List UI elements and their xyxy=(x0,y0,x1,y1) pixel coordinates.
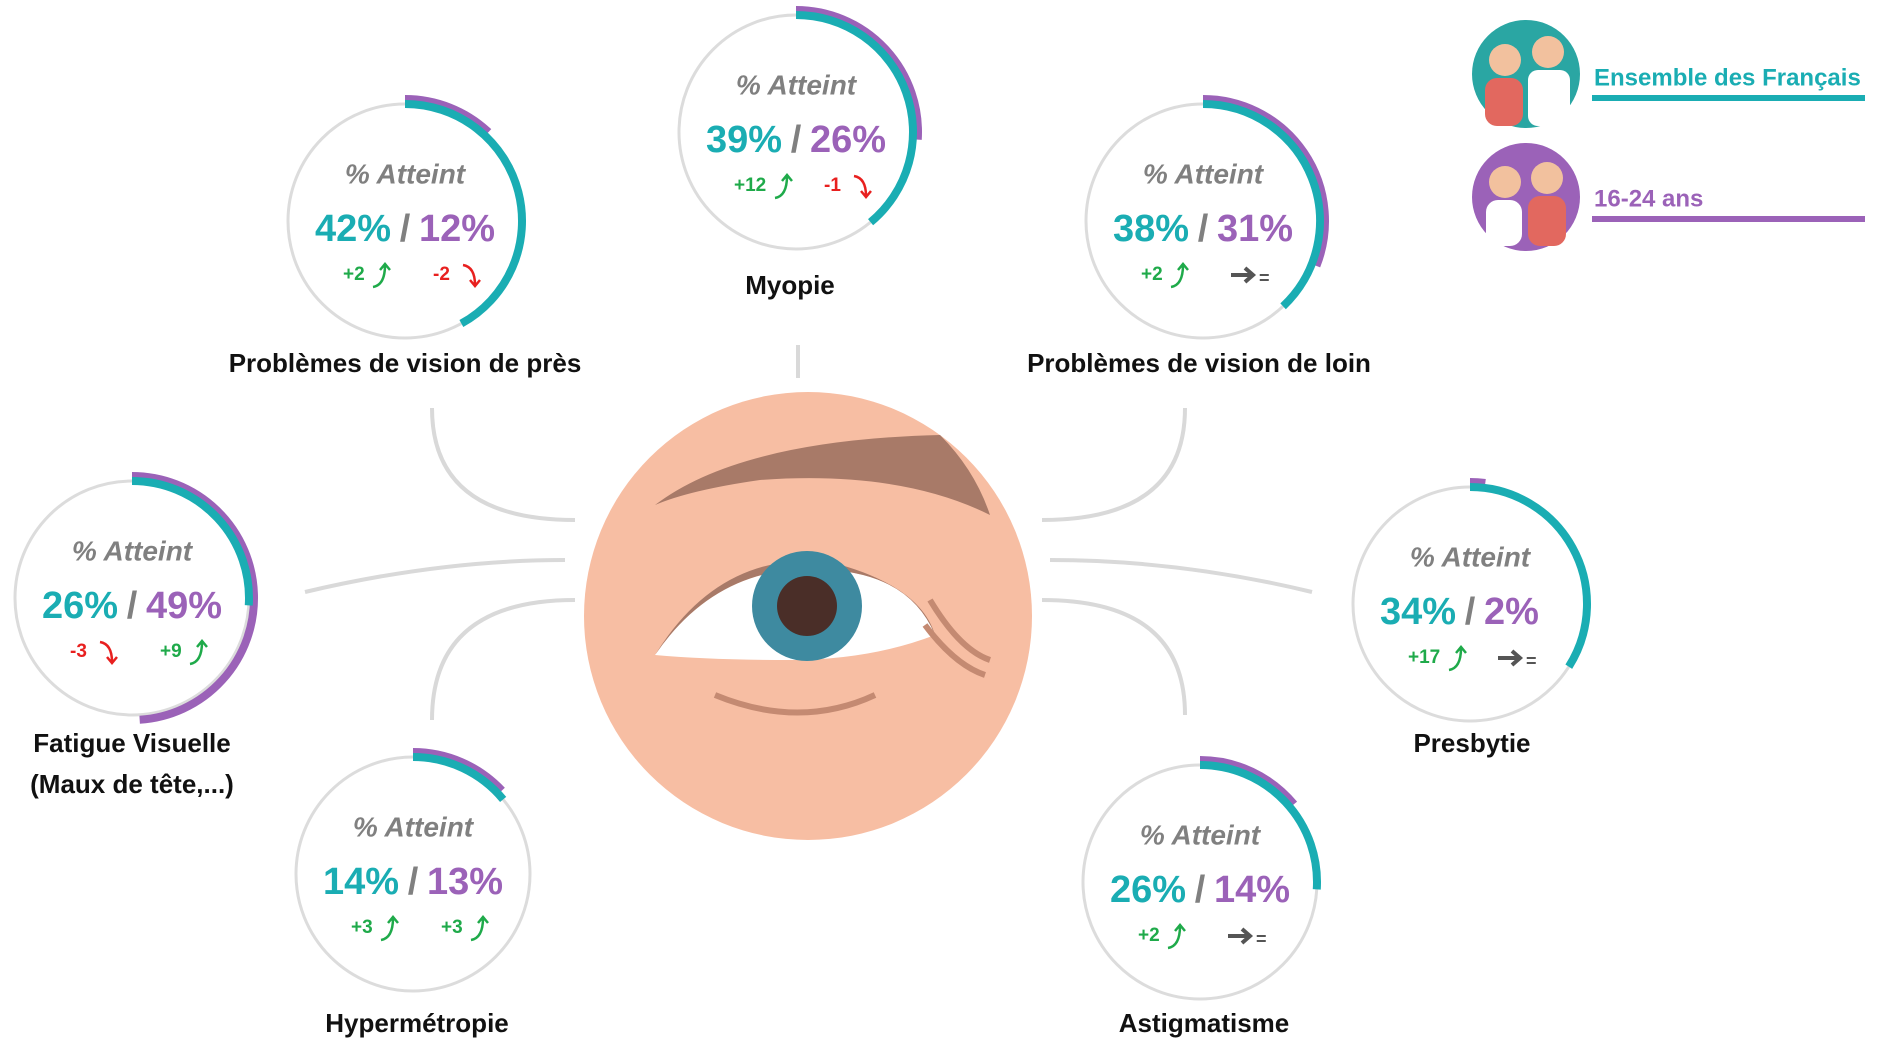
value-all: 39% xyxy=(706,119,782,161)
connector xyxy=(1050,560,1312,592)
change-label: +2 xyxy=(343,264,365,285)
connector xyxy=(1042,600,1185,715)
avatar-head xyxy=(1489,44,1521,76)
ring-label: % Atteint xyxy=(1140,819,1262,850)
connector xyxy=(432,408,575,520)
eye-illustration xyxy=(584,392,1032,840)
value-youth: 13% xyxy=(427,861,503,903)
change-label: -2 xyxy=(433,264,450,285)
value-all: 42% xyxy=(315,208,391,250)
separator: / xyxy=(791,119,802,161)
change-label: +9 xyxy=(160,641,182,662)
infographic: Ensemble des Français 16-24 ans % Atteint 4… xyxy=(0,0,1877,1041)
pupil xyxy=(777,576,837,636)
condition-name: Astigmatisme xyxy=(1119,1008,1290,1038)
legend-label: Ensemble des Français xyxy=(1594,64,1861,91)
separator: / xyxy=(400,208,411,250)
connector xyxy=(1042,408,1185,520)
separator: / xyxy=(1198,208,1209,250)
change-label: +3 xyxy=(351,917,373,938)
legend xyxy=(1472,20,1580,251)
change-label: = xyxy=(1526,651,1537,671)
connector xyxy=(432,600,575,720)
value-all: 38% xyxy=(1113,208,1189,250)
condition-name: (Maux de tête,...) xyxy=(30,769,234,799)
separator: / xyxy=(127,585,138,627)
change-label: +12 xyxy=(734,175,766,196)
change-label: -3 xyxy=(70,641,87,662)
value-youth: 31% xyxy=(1217,208,1293,250)
value-youth: 12% xyxy=(419,208,495,250)
separator: / xyxy=(408,861,419,903)
avatar-body xyxy=(1528,70,1570,126)
legend-line xyxy=(1592,95,1865,101)
change-label: +17 xyxy=(1408,647,1440,668)
change-label: -1 xyxy=(824,175,841,196)
connector xyxy=(305,560,565,592)
condition-name: Fatigue Visuelle xyxy=(33,728,230,758)
condition-name: Myopie xyxy=(745,270,835,300)
ring-label: % Atteint xyxy=(72,535,194,566)
avatar-head xyxy=(1531,162,1563,194)
separator: / xyxy=(1465,591,1476,633)
change-label: +2 xyxy=(1141,264,1163,285)
value-all: 14% xyxy=(323,861,399,903)
ring-label: % Atteint xyxy=(736,69,858,100)
legend-label: 16-24 ans xyxy=(1594,185,1703,212)
condition-name: Problèmes de vision de loin xyxy=(1027,348,1371,378)
ring-label: % Atteint xyxy=(1410,541,1532,572)
value-all: 26% xyxy=(1110,869,1186,911)
separator: / xyxy=(1195,869,1206,911)
avatar-body xyxy=(1528,196,1566,246)
value-all: 26% xyxy=(42,585,118,627)
avatar-head xyxy=(1489,166,1521,198)
condition-name: Hypermétropie xyxy=(325,1008,509,1038)
arc-youth xyxy=(1470,482,1485,483)
change-label: = xyxy=(1256,929,1267,949)
avatar-body xyxy=(1486,200,1522,246)
value-youth: 2% xyxy=(1484,591,1539,633)
value-youth: 49% xyxy=(146,585,222,627)
value-all: 34% xyxy=(1380,591,1456,633)
ring-label: % Atteint xyxy=(345,158,467,189)
change-label: +2 xyxy=(1138,925,1160,946)
avatar-body xyxy=(1485,78,1523,126)
value-youth: 26% xyxy=(810,119,886,161)
condition-name: Problèmes de vision de près xyxy=(229,348,582,378)
change-label: = xyxy=(1259,268,1270,288)
ring-label: % Atteint xyxy=(1143,158,1265,189)
ring-label: % Atteint xyxy=(353,811,475,842)
condition-name: Presbytie xyxy=(1413,728,1530,758)
change-label: +3 xyxy=(441,917,463,938)
legend-line xyxy=(1592,216,1865,222)
value-youth: 14% xyxy=(1214,869,1290,911)
avatar-head xyxy=(1532,36,1564,68)
